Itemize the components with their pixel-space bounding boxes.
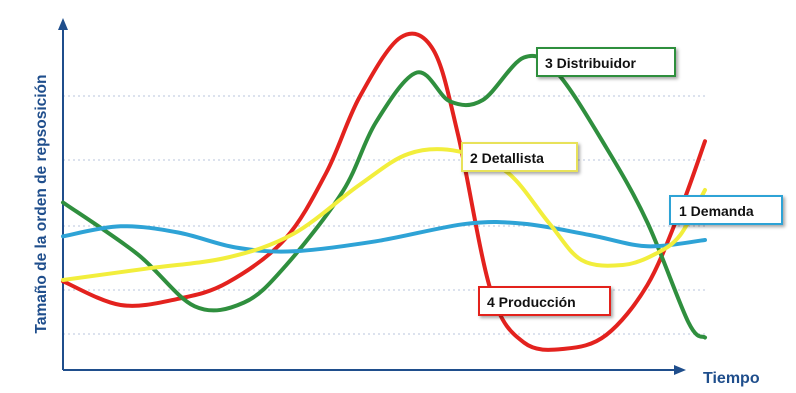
label-detallista-text: 2 Detallista [470, 150, 544, 166]
label-detallista-box [461, 142, 578, 172]
axes [58, 18, 686, 375]
x-axis-arrow [674, 365, 686, 375]
series-line-distribuidor [61, 53, 707, 340]
x-axis-label: Tiempo [703, 370, 760, 387]
label-demanda-text: 1 Demanda [679, 203, 754, 219]
label-produccion-text: 4 Producción [487, 294, 576, 310]
y-axis-arrow [58, 18, 68, 30]
label-detallista: 2 Detallista [461, 142, 578, 172]
label-demanda: 1 Demanda [669, 195, 783, 225]
series-line-demanda [61, 219, 707, 254]
series-line-produccion [61, 31, 707, 352]
label-distribuidor-box [536, 47, 676, 77]
label-distribuidor: 3 Distribuidor [536, 47, 676, 77]
label-produccion-box [478, 286, 611, 316]
y-axis-label: Tamaño de la orden de repsosición [33, 75, 50, 334]
series-line-detallista [61, 147, 707, 282]
label-produccion: 4 Producción [478, 286, 611, 316]
label-distribuidor-text: 3 Distribuidor [545, 55, 637, 71]
label-demanda-box [669, 195, 783, 225]
